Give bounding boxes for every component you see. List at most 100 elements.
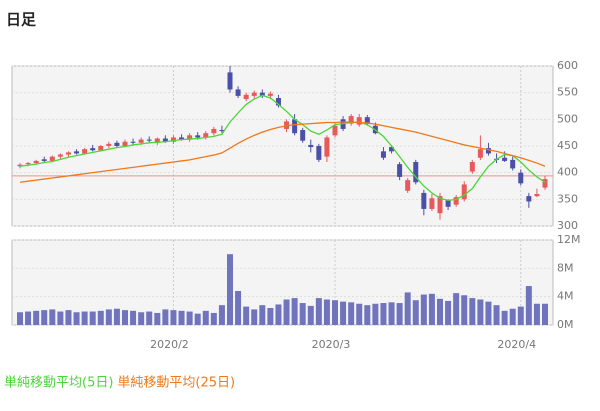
candle-body	[405, 180, 411, 191]
candle-body	[146, 139, 152, 141]
volume-bar	[210, 312, 217, 325]
volume-bar	[186, 311, 193, 325]
volume-bar	[122, 310, 128, 325]
candle-body	[397, 164, 403, 177]
volume-bar	[65, 310, 72, 325]
candle-body	[429, 198, 435, 209]
candle-body	[502, 157, 508, 161]
volume-bar	[477, 299, 484, 325]
volume-bar	[469, 298, 476, 325]
candle-body	[17, 164, 23, 167]
x-tick-label: 2020/2	[150, 338, 189, 351]
volume-bar	[73, 312, 80, 325]
candle-body	[114, 142, 120, 146]
candle-body	[292, 119, 298, 134]
candle-body	[251, 92, 257, 96]
volume-bar	[461, 295, 468, 325]
volume-bar	[485, 301, 492, 325]
volume-bar	[275, 304, 282, 325]
candle-body	[57, 154, 63, 157]
volume-bar	[517, 306, 524, 325]
volume-bar	[453, 293, 460, 325]
candle-body	[267, 93, 273, 96]
volume-bar	[396, 303, 403, 325]
volume-bar	[509, 308, 516, 325]
candle-body	[49, 156, 55, 161]
candle-body	[275, 98, 281, 106]
legend-entry: 単純移動平均(5日)	[4, 375, 113, 391]
candle-body	[211, 128, 217, 134]
volume-bar	[299, 303, 306, 325]
volume-bar	[97, 310, 104, 325]
candle-body	[259, 92, 265, 96]
volume-bar	[251, 309, 258, 325]
candle-body	[437, 196, 443, 214]
x-tick-label: 2020/4	[497, 338, 536, 351]
volume-bar	[202, 310, 209, 325]
candle-body	[477, 149, 483, 158]
volume-bar	[41, 310, 48, 325]
volume-bar	[388, 302, 395, 325]
candle-body	[154, 138, 160, 143]
candle-body	[534, 194, 540, 197]
y-tick-label: 450	[557, 139, 578, 152]
candle-body	[187, 135, 193, 140]
candle-body	[74, 151, 80, 154]
volume-bar	[291, 298, 298, 325]
y-tick-label: 400	[557, 166, 578, 179]
candle-body	[227, 72, 233, 90]
volume-bar	[178, 310, 185, 325]
volume-bar	[138, 312, 145, 325]
volume-bar	[501, 310, 508, 325]
candle-body	[421, 192, 427, 209]
candle-body	[243, 94, 249, 100]
volume-bar	[25, 311, 32, 325]
ma-line	[19, 94, 546, 202]
candle-body	[453, 197, 459, 205]
candle-body	[41, 159, 47, 161]
volume-bar	[243, 306, 250, 325]
volume-bar	[283, 299, 290, 325]
x-tick-label: 2020/3	[312, 338, 351, 351]
y-tick-label: 300	[557, 219, 578, 232]
candle-body	[203, 133, 209, 138]
candle-body	[348, 116, 354, 124]
volume-bar	[267, 308, 274, 325]
volume-bar	[356, 303, 363, 325]
candle-body	[300, 130, 306, 141]
volume-bar	[57, 311, 64, 325]
volume-bar	[235, 291, 242, 325]
volume-bar	[372, 303, 379, 325]
candle-body	[518, 172, 524, 184]
volume-bar	[33, 310, 40, 325]
volume-bar	[420, 294, 427, 325]
volume-bar	[194, 313, 201, 325]
candle-body	[98, 146, 104, 151]
volume-bar	[307, 305, 314, 325]
volume-bar	[404, 292, 411, 325]
volume-bar	[332, 300, 338, 325]
candle-body	[485, 148, 491, 154]
candle-body	[413, 162, 419, 183]
volume-bar	[340, 301, 347, 325]
y-tick-label: 12M	[557, 233, 581, 246]
candle-body	[324, 137, 330, 157]
candle-body	[356, 117, 362, 125]
candle-body	[332, 125, 338, 136]
volume-bar	[113, 308, 120, 325]
volume-bar	[17, 312, 23, 325]
volume-bar	[227, 254, 233, 325]
volume-bar	[493, 305, 500, 325]
y-tick-label: 500	[557, 112, 578, 125]
volume-bar	[348, 302, 355, 325]
candle-body	[389, 147, 395, 152]
volume-bar	[49, 309, 56, 325]
volume-bar	[130, 310, 137, 325]
candle-body	[526, 196, 532, 202]
volume-bar	[315, 298, 322, 325]
candle-body	[179, 137, 185, 140]
candle-body	[445, 200, 451, 207]
y-tick-label: 350	[557, 192, 578, 205]
volume-bar	[146, 311, 153, 325]
volume-bar	[525, 286, 532, 325]
